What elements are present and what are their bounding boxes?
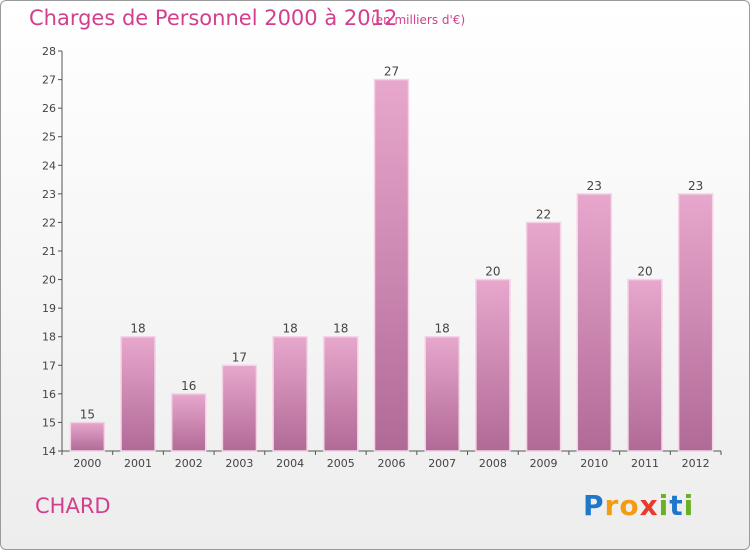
bar [475, 278, 511, 452]
bar-value-label: 23 [587, 179, 602, 193]
x-tick-label: 2012 [682, 457, 710, 470]
brand-logo-letter: P [583, 489, 605, 522]
y-tick-label: 26 [42, 102, 56, 115]
bar-value-label: 23 [688, 179, 703, 193]
bar [221, 364, 258, 452]
brand-logo-letter: x [639, 489, 659, 522]
y-tick-label: 15 [42, 416, 56, 429]
y-tick-label: 19 [42, 302, 56, 315]
y-tick-label: 27 [42, 74, 56, 87]
y-tick-label: 16 [42, 388, 56, 401]
x-tick-label: 2009 [530, 457, 558, 470]
bar-value-label: 20 [485, 265, 500, 279]
y-tick-label: 23 [42, 188, 56, 201]
y-tick-label: 28 [42, 45, 56, 58]
bar [69, 421, 106, 452]
x-tick-label: 2004 [276, 457, 304, 470]
bar-value-label: 17 [232, 350, 247, 364]
x-tick-label: 2008 [479, 457, 507, 470]
bar [525, 221, 562, 452]
y-tick-label: 21 [42, 245, 56, 258]
y-tick-label: 24 [42, 159, 56, 172]
bar-value-label: 20 [637, 265, 652, 279]
bar-value-label: 15 [80, 407, 95, 421]
bar [120, 335, 156, 452]
x-tick-label: 2003 [225, 457, 253, 470]
bar [272, 335, 308, 452]
bar-value-label: 18 [333, 322, 348, 336]
bar [677, 193, 714, 452]
bar [627, 278, 663, 452]
x-tick-label: 2010 [580, 457, 608, 470]
bar [170, 393, 207, 452]
brand-logo-letter: o [619, 489, 640, 522]
brand-logo-letter: t [669, 489, 684, 522]
x-tick-label: 2001 [124, 457, 152, 470]
chart-title: Charges de Personnel 2000 à 2012 [29, 6, 398, 30]
y-tick-label: 22 [42, 216, 56, 229]
brand-logo[interactable]: Proxiti [583, 489, 694, 522]
chart-unit: (en milliers d'€) [371, 13, 466, 27]
brand-logo-letter: r [604, 489, 620, 522]
x-tick-label: 2006 [378, 457, 406, 470]
bar [424, 335, 460, 452]
brand-logo-letter: i [658, 489, 670, 522]
bar-value-label: 16 [181, 379, 196, 393]
x-tick-label: 2011 [631, 457, 659, 470]
commune-name: CHARD [35, 494, 111, 518]
y-tick-label: 17 [42, 359, 56, 372]
brand-logo-letter: i [683, 489, 695, 522]
bar-value-label: 27 [384, 65, 399, 79]
y-tick-label: 14 [42, 445, 56, 458]
x-tick-label: 2005 [327, 457, 355, 470]
y-tick-label: 25 [42, 131, 56, 144]
bar [323, 335, 359, 452]
y-tick-label: 20 [42, 274, 56, 287]
bar-value-label: 18 [435, 322, 450, 336]
bar [576, 193, 613, 452]
y-tick-label: 18 [42, 331, 56, 344]
bar-value-label: 22 [536, 207, 551, 221]
x-tick-label: 2002 [175, 457, 203, 470]
x-tick-label: 2007 [428, 457, 456, 470]
bar-value-label: 18 [130, 322, 145, 336]
bar [373, 78, 410, 452]
bar-value-label: 18 [282, 322, 297, 336]
x-tick-label: 2000 [73, 457, 101, 470]
